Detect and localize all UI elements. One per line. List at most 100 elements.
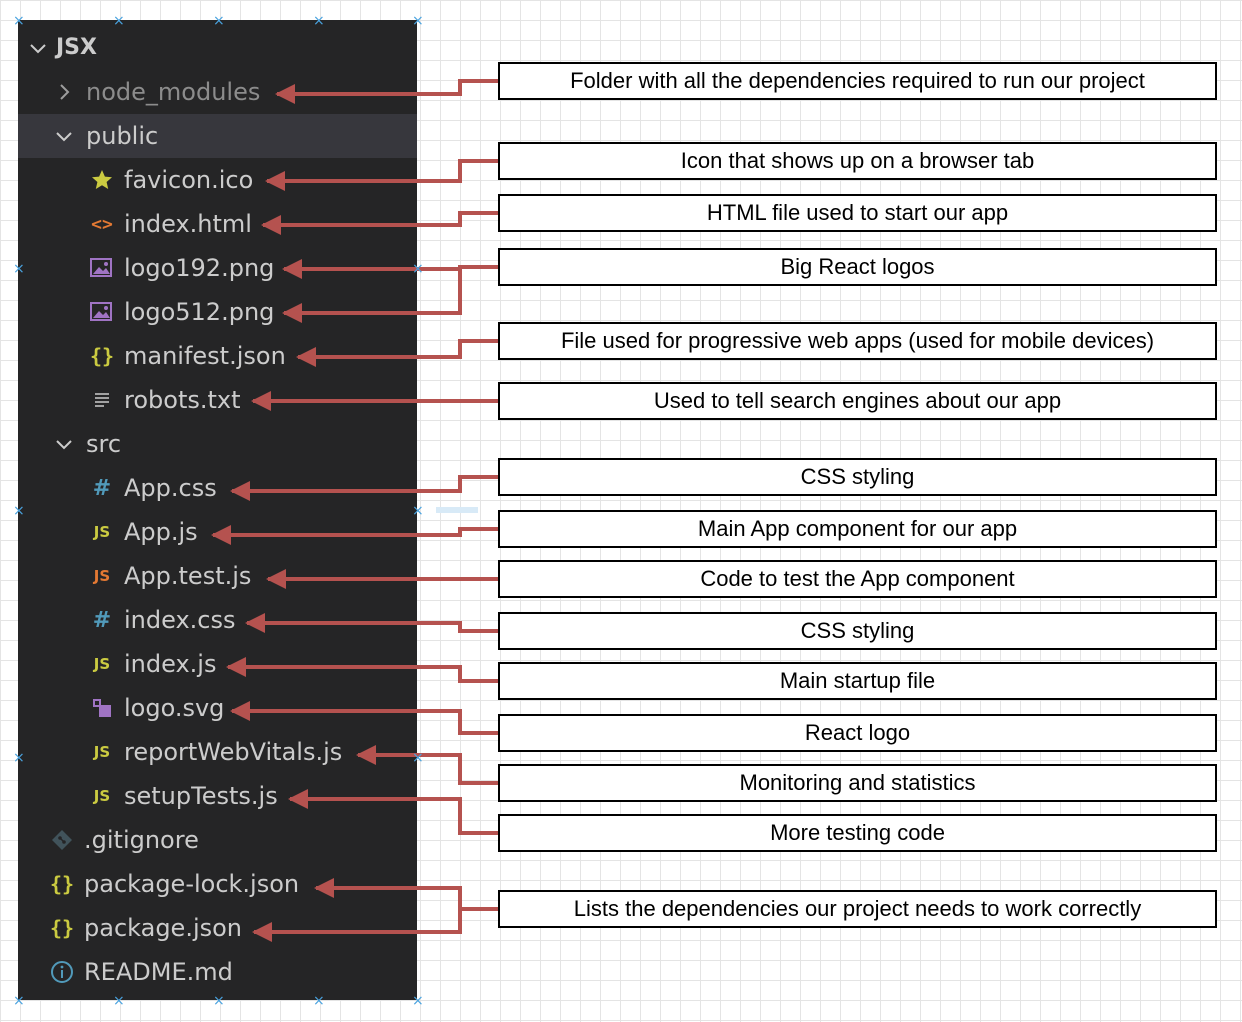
code-brackets-icon: <> xyxy=(91,213,113,235)
file-label: robots.txt xyxy=(124,386,241,414)
file-item[interactable]: {} package.json xyxy=(18,906,417,950)
file-item[interactable]: # index.css xyxy=(18,598,417,642)
file-item[interactable]: logo192.png xyxy=(18,246,417,290)
js-test-icon: JS xyxy=(93,567,111,585)
hash-icon: # xyxy=(92,607,112,633)
folder-root-label: JSX xyxy=(56,35,97,60)
description-box: More testing code xyxy=(498,814,1217,852)
selection-handle[interactable]: × xyxy=(412,750,424,766)
selection-handle[interactable]: × xyxy=(113,13,125,29)
file-item[interactable]: {} package-lock.json xyxy=(18,862,417,906)
file-label: favicon.ico xyxy=(124,166,254,194)
file-item[interactable]: <> index.html xyxy=(18,202,417,246)
description-box: CSS styling xyxy=(498,458,1217,496)
arrow-connector xyxy=(314,878,498,911)
arrow-connector xyxy=(275,79,498,104)
folder-src[interactable]: src xyxy=(18,422,417,466)
arrow-connector xyxy=(282,265,498,323)
selection-handle[interactable]: × xyxy=(13,993,25,1009)
star-icon xyxy=(90,168,114,192)
folder-label: src xyxy=(86,430,122,458)
arrow-connector xyxy=(296,339,498,367)
file-label: README.md xyxy=(84,958,233,986)
file-item[interactable]: favicon.ico xyxy=(18,158,417,202)
file-explorer-panel: JSX node_modules public favicon.ico <> i… xyxy=(18,20,417,1000)
arrow-connector xyxy=(211,525,498,545)
image-icon xyxy=(90,256,114,280)
file-item[interactable]: logo512.png xyxy=(18,290,417,334)
selection-handle[interactable]: × xyxy=(213,13,225,29)
selection-handle[interactable]: × xyxy=(313,993,325,1009)
file-item[interactable]: .gitignore xyxy=(18,818,417,862)
selection-handle[interactable]: × xyxy=(113,993,125,1009)
file-label: App.css xyxy=(124,474,217,502)
description-box: Folder with all the dependencies require… xyxy=(498,62,1217,100)
arrow-connector xyxy=(261,211,498,235)
description-box: File used for progressive web apps (used… xyxy=(498,322,1217,360)
description-box: Big React logos xyxy=(498,248,1217,286)
description-box: Monitoring and statistics xyxy=(498,764,1217,802)
braces-icon: {} xyxy=(49,872,75,896)
file-label: App.test.js xyxy=(124,562,252,590)
folder-label: public xyxy=(86,122,159,150)
arrow-connector xyxy=(230,475,498,501)
svg-shapes-icon xyxy=(90,696,114,720)
folder-root[interactable]: JSX xyxy=(18,26,417,70)
folder-public[interactable]: public xyxy=(18,114,417,158)
js-icon: JS xyxy=(93,523,111,541)
info-icon xyxy=(50,960,74,984)
description-box: Lists the dependencies our project needs… xyxy=(498,890,1217,928)
description-box: Used to tell search engines about our ap… xyxy=(498,382,1217,420)
js-icon: JS xyxy=(93,787,111,805)
file-item[interactable]: robots.txt xyxy=(18,378,417,422)
file-label: logo512.png xyxy=(124,298,275,326)
description-box: HTML file used to start our app xyxy=(498,194,1217,232)
braces-icon: {} xyxy=(49,916,75,940)
selection-handle[interactable]: × xyxy=(412,503,424,519)
file-item[interactable]: JS reportWebVitals.js xyxy=(18,730,417,774)
file-item[interactable]: logo.svg xyxy=(18,686,417,730)
braces-icon: {} xyxy=(89,344,115,368)
file-label: index.css xyxy=(124,606,236,634)
description-box: Main startup file xyxy=(498,662,1217,700)
file-label: manifest.json xyxy=(124,342,286,370)
selection-handle[interactable]: × xyxy=(13,503,25,519)
selection-handle[interactable]: × xyxy=(313,13,325,29)
description-box: Icon that shows up on a browser tab xyxy=(498,142,1217,180)
description-box: Main App component for our app xyxy=(498,510,1217,548)
file-label: setupTests.js xyxy=(124,782,278,810)
file-item[interactable]: JS index.js xyxy=(18,642,417,686)
arrow-connector xyxy=(245,613,498,633)
description-box: React logo xyxy=(498,714,1217,752)
file-label: package-lock.json xyxy=(84,870,300,898)
arrow-connector xyxy=(252,907,498,942)
file-label: reportWebVitals.js xyxy=(124,738,343,766)
js-icon: JS xyxy=(93,743,111,761)
selection-handle[interactable]: × xyxy=(13,750,25,766)
git-icon xyxy=(50,828,74,852)
file-label: index.html xyxy=(124,210,252,238)
file-item[interactable]: # App.css xyxy=(18,466,417,510)
chevron-down-icon xyxy=(26,38,50,58)
file-label: logo.svg xyxy=(124,694,225,722)
file-label: .gitignore xyxy=(84,826,199,854)
selection-handle[interactable]: × xyxy=(213,993,225,1009)
file-item[interactable]: README.md xyxy=(18,950,417,994)
lines-icon xyxy=(90,388,114,412)
selection-handle[interactable]: × xyxy=(13,13,25,29)
file-label: App.js xyxy=(124,518,198,546)
folder-node-modules[interactable]: node_modules xyxy=(18,70,417,114)
selection-handle[interactable]: × xyxy=(13,261,25,277)
file-item[interactable]: {} manifest.json xyxy=(18,334,417,378)
file-item[interactable]: JS App.test.js xyxy=(18,554,417,598)
description-box: Code to test the App component xyxy=(498,560,1217,598)
selection-handle[interactable]: × xyxy=(412,993,424,1009)
file-label: logo192.png xyxy=(124,254,275,282)
file-item[interactable]: JS App.js xyxy=(18,510,417,554)
file-label: index.js xyxy=(124,650,217,678)
selection-handle[interactable]: × xyxy=(412,13,424,29)
selection-handle[interactable]: × xyxy=(412,261,424,277)
file-item[interactable]: JS setupTests.js xyxy=(18,774,417,818)
file-label: package.json xyxy=(84,914,243,942)
